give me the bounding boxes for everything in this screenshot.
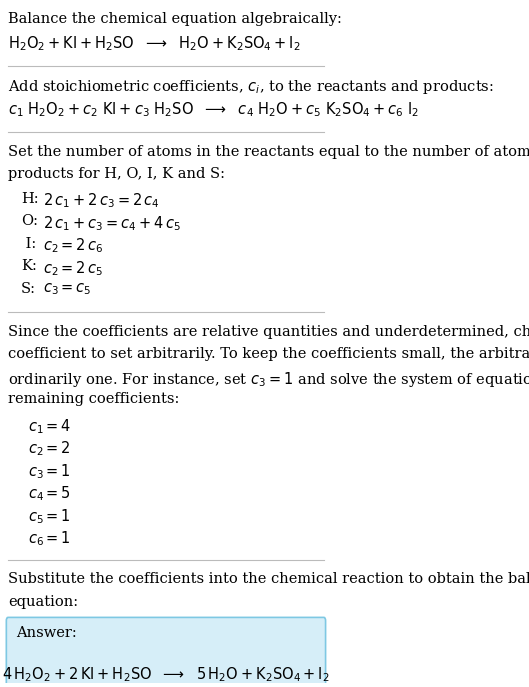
Text: Set the number of atoms in the reactants equal to the number of atoms in the: Set the number of atoms in the reactants… — [8, 144, 529, 159]
Text: ordinarily one. For instance, set $c_3 = 1$ and solve the system of equations fo: ordinarily one. For instance, set $c_3 =… — [8, 370, 529, 389]
Text: Add stoichiometric coefficients, $c_i$, to the reactants and products:: Add stoichiometric coefficients, $c_i$, … — [8, 78, 494, 96]
Text: Substitute the coefficients into the chemical reaction to obtain the balanced: Substitute the coefficients into the che… — [8, 572, 529, 587]
Text: products for H, O, I, K and S:: products for H, O, I, K and S: — [8, 167, 225, 181]
Text: $\mathrm{H_2O_2 + KI + H_2SO}$  $\longrightarrow$  $\mathrm{H_2O + K_2SO_4 + I_2: $\mathrm{H_2O_2 + KI + H_2SO}$ $\longrig… — [8, 34, 300, 53]
Text: $c_1\ \mathrm{H_2O_2} + c_2\ \mathrm{KI} + c_3\ \mathrm{H_2SO}$  $\longrightarro: $c_1\ \mathrm{H_2O_2} + c_2\ \mathrm{KI}… — [8, 100, 419, 120]
Text: $c_2 = 2\,c_6$: $c_2 = 2\,c_6$ — [42, 237, 103, 256]
Text: K:: K: — [21, 259, 37, 273]
Text: S:: S: — [21, 282, 36, 295]
Text: $c_6 = 1$: $c_6 = 1$ — [28, 530, 70, 548]
FancyBboxPatch shape — [6, 618, 325, 687]
Text: $2\,c_1 + c_3 = c_4 + 4\,c_5$: $2\,c_1 + c_3 = c_4 + 4\,c_5$ — [42, 214, 180, 233]
Text: $c_4 = 5$: $c_4 = 5$ — [28, 484, 71, 504]
Text: O:: O: — [21, 214, 38, 228]
Text: $c_3 = c_5$: $c_3 = c_5$ — [42, 282, 91, 297]
Text: $4\,\mathrm{H_2O_2} + 2\,\mathrm{KI} + \mathrm{H_2SO}$  $\longrightarrow$  $5\,\: $4\,\mathrm{H_2O_2} + 2\,\mathrm{KI} + \… — [2, 665, 330, 684]
Text: remaining coefficients:: remaining coefficients: — [8, 392, 179, 406]
Text: $c_5 = 1$: $c_5 = 1$ — [28, 507, 70, 526]
Text: $c_2 = 2$: $c_2 = 2$ — [28, 440, 70, 458]
Text: Answer:: Answer: — [16, 626, 77, 640]
Text: equation:: equation: — [8, 595, 78, 609]
Text: $c_3 = 1$: $c_3 = 1$ — [28, 462, 70, 481]
Text: $2\,c_1 + 2\,c_3 = 2\,c_4$: $2\,c_1 + 2\,c_3 = 2\,c_4$ — [42, 192, 159, 210]
Text: coefficient to set arbitrarily. To keep the coefficients small, the arbitrary va: coefficient to set arbitrarily. To keep … — [8, 347, 529, 361]
Text: I:: I: — [21, 237, 37, 251]
Text: H:: H: — [21, 192, 39, 205]
Text: Since the coefficients are relative quantities and underdetermined, choose a: Since the coefficients are relative quan… — [8, 325, 529, 339]
Text: $c_1 = 4$: $c_1 = 4$ — [28, 417, 71, 436]
Text: $c_2 = 2\,c_5$: $c_2 = 2\,c_5$ — [42, 259, 103, 278]
Text: Balance the chemical equation algebraically:: Balance the chemical equation algebraica… — [8, 12, 342, 25]
